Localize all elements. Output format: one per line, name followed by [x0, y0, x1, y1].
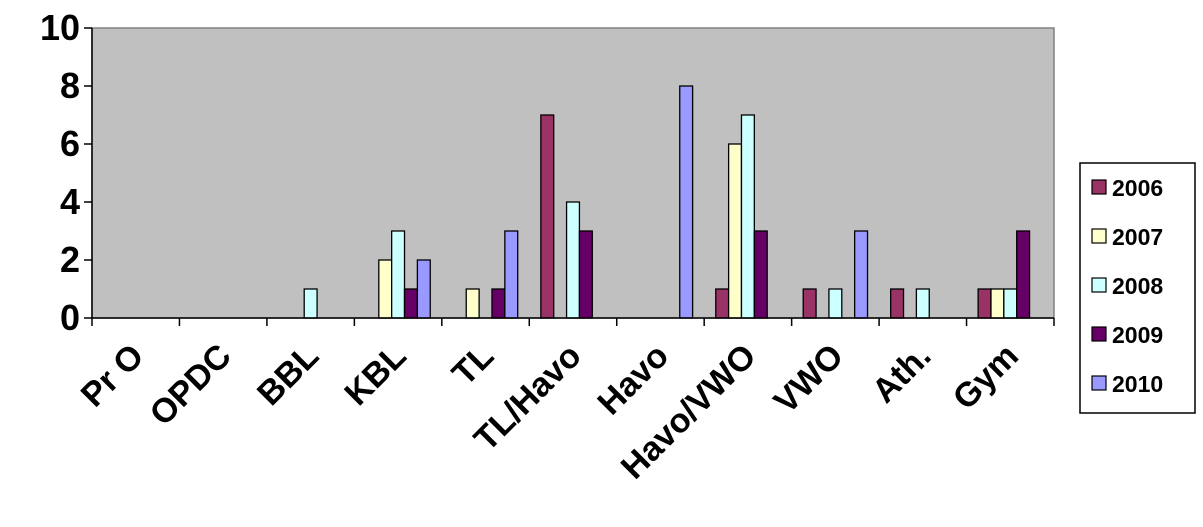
- legend-swatch-2007: [1091, 228, 1107, 244]
- legend-label-2006: 2006: [1112, 175, 1163, 201]
- y-tick-label: 2: [60, 239, 80, 280]
- y-tick-label: 8: [60, 65, 80, 106]
- x-tick-label: TL: [445, 337, 501, 393]
- legend-label-2007: 2007: [1112, 224, 1163, 250]
- y-tick-labels: 0 2 4 6 8 10: [40, 7, 80, 338]
- x-tick-label: OPDC: [143, 337, 239, 433]
- bar-2006-vwo: [802, 288, 817, 319]
- bar-2008-tl-havo: [565, 201, 581, 319]
- y-tick-label: 4: [60, 181, 80, 222]
- bar-2009-kbl: [403, 288, 419, 319]
- x-tick-label: Ath.: [865, 337, 939, 411]
- bar-2009-tl: [491, 288, 506, 319]
- x-tick-label: VWO: [767, 337, 851, 421]
- y-tick-label: 0: [60, 297, 80, 338]
- bar-2007-tl: [465, 288, 480, 319]
- bar-2007-kbl: [378, 259, 393, 319]
- legend-swatch-2010: [1091, 375, 1107, 391]
- bar-2007-gym: [990, 288, 1005, 319]
- y-tick-label: 6: [60, 123, 80, 164]
- x-tick-label: Gym: [946, 337, 1026, 417]
- bar-2010-vwo: [854, 230, 869, 319]
- legend-swatch-2009: [1091, 326, 1107, 342]
- bar-2009-havo-vwo: [753, 230, 768, 319]
- legend-swatch-2006: [1091, 179, 1107, 195]
- axes: [84, 27, 1055, 326]
- bar-2008-ath-: [915, 288, 930, 319]
- bar-2010-havo: [679, 85, 694, 319]
- bar-2007-havo-vwo: [727, 143, 743, 319]
- legend-swatch-2008: [1091, 277, 1107, 293]
- bar-2006-havo-vwo: [715, 288, 730, 319]
- bar-2008-vwo: [828, 288, 843, 319]
- bar-2009-tl-havo: [578, 230, 593, 319]
- legend-label-2009: 2009: [1112, 322, 1163, 348]
- bar-2008-gym: [1003, 288, 1018, 319]
- x-tick-label: KBL: [337, 337, 413, 413]
- bar-2008-havo-vwo: [740, 114, 755, 319]
- legend-label-2008: 2008: [1112, 273, 1163, 299]
- bar-2006-gym: [977, 288, 992, 319]
- legend-label-2010: 2010: [1112, 371, 1163, 397]
- bar-2009-gym: [1016, 230, 1031, 319]
- x-tick-label: Pr O: [74, 337, 152, 415]
- legend: 2006 2007 2008 2009 2010: [1079, 162, 1196, 414]
- bar-2006-tl-havo: [540, 114, 555, 319]
- bar-2008-kbl: [391, 230, 406, 319]
- y-tick-label: 10: [40, 7, 80, 48]
- bar-2010-tl: [504, 230, 519, 319]
- bar-2006-ath-: [890, 288, 905, 319]
- bar-2010-kbl: [416, 259, 431, 319]
- bars: [303, 85, 1031, 319]
- bar-2008-bbl: [303, 288, 318, 319]
- x-tick-label: BBL: [250, 337, 326, 413]
